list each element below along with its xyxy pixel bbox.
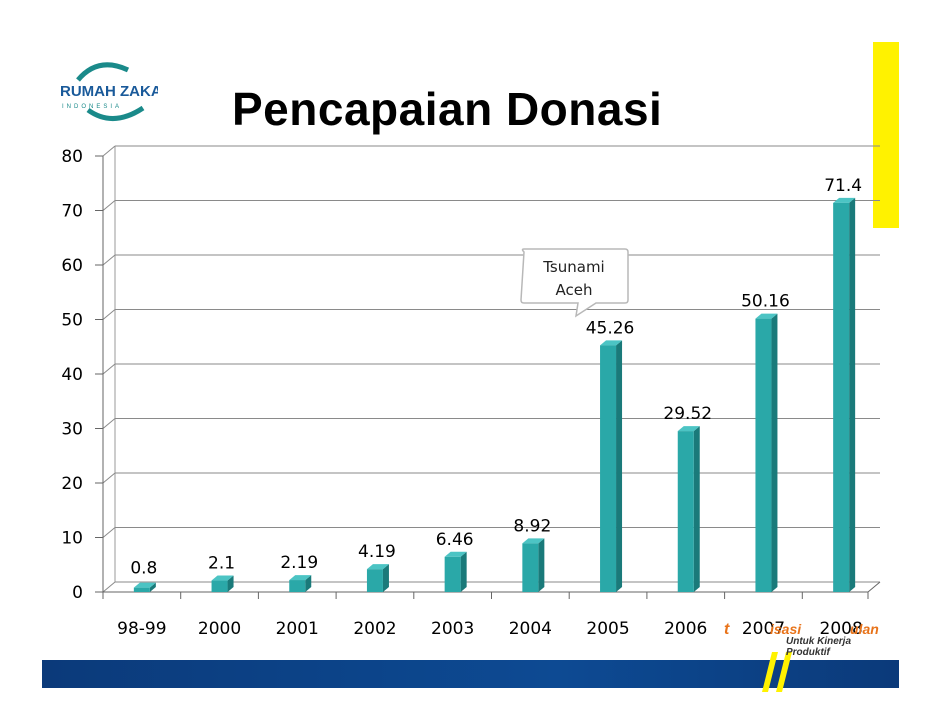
y-tick-label: 70 <box>61 202 83 222</box>
data-label: 4.19 <box>358 542 396 562</box>
bar-side <box>305 575 312 592</box>
gridline-diag <box>102 254 116 266</box>
bar-top <box>755 313 778 319</box>
y-tick-label: 0 <box>72 583 83 603</box>
bar-front <box>211 580 228 592</box>
bar-top <box>366 564 389 570</box>
y-tick-label: 10 <box>61 529 83 549</box>
footer-slogan: Untuk Kinerja Produktif <box>786 636 852 658</box>
bar-top <box>133 582 156 588</box>
footer-stripes <box>762 652 796 692</box>
gridline-diag <box>102 418 116 429</box>
footer-campaign-logo: t isasi ulan Untuk Kinerja Produktif <box>722 614 892 664</box>
x-tick-label: 2002 <box>353 619 396 639</box>
x-tick-label: 2003 <box>431 619 474 639</box>
bar-front <box>444 556 461 592</box>
bar-side <box>149 582 156 592</box>
callout-line-2: Aceh <box>556 281 593 299</box>
footer-logo-fragment-1: isasi <box>770 621 802 637</box>
x-tick-label: 2006 <box>664 619 707 639</box>
gridline-diag <box>102 363 116 375</box>
bar-top <box>833 197 856 203</box>
y-tick-label: 60 <box>61 256 83 276</box>
bar-top <box>522 538 545 544</box>
footer-band <box>42 660 899 688</box>
bar-98-99 <box>133 582 156 592</box>
bar-front <box>600 345 617 592</box>
footer-logo-left-fragment: t <box>724 621 730 638</box>
bar-side <box>460 551 467 592</box>
gridline-diag <box>102 145 116 157</box>
y-tick-label: 40 <box>61 365 83 385</box>
bar-top <box>600 340 623 346</box>
y-tick-label: 80 <box>61 147 83 167</box>
data-label: 29.52 <box>663 404 712 424</box>
callout-tsunami-aceh: Tsunami Aceh <box>520 248 629 318</box>
bar-side <box>693 426 700 592</box>
data-label: 2.1 <box>208 554 235 574</box>
data-label: 45.26 <box>586 318 635 338</box>
callout-line-1: Tsunami <box>542 258 604 276</box>
bar-top <box>211 575 234 581</box>
data-label: 50.16 <box>741 292 790 312</box>
footer-logo-fragment-2: ulan <box>850 621 879 637</box>
y-tick-label: 20 <box>61 474 83 494</box>
bar-top <box>289 575 312 581</box>
bar-front <box>833 202 850 592</box>
data-label: 2.19 <box>280 553 318 573</box>
gridline-diag <box>102 581 116 593</box>
bar-side <box>382 564 389 592</box>
bar-2004 <box>522 538 545 592</box>
bar-front <box>289 580 306 592</box>
x-tick-label: 2007 <box>742 619 785 639</box>
x-tick-label: 2005 <box>586 619 629 639</box>
bar-2007 <box>755 313 778 592</box>
bar-2002 <box>366 564 389 592</box>
rumah-zakat-logo: RUMAH ZAKAT INDONESIA <box>58 58 170 130</box>
bar-2008 <box>833 197 856 592</box>
bar-2000 <box>211 575 234 592</box>
x-tick-label: 98-99 <box>117 619 166 639</box>
bar-front <box>366 569 383 592</box>
bar-2001 <box>289 575 312 592</box>
gridline-diag <box>102 200 116 211</box>
bar-side <box>227 575 234 592</box>
data-label: 6.46 <box>436 530 474 550</box>
bar-front <box>677 431 694 592</box>
x-tick-label: 2001 <box>276 619 319 639</box>
x-tick-label: 2000 <box>198 619 241 639</box>
gridline-diag <box>102 527 116 538</box>
bar-side <box>771 313 778 592</box>
bar-top <box>677 426 700 432</box>
y-tick-label: 50 <box>61 311 83 331</box>
bar-front <box>755 318 772 592</box>
bar-2003 <box>444 551 467 592</box>
bar-side <box>616 340 623 592</box>
gridline-diag <box>102 309 116 320</box>
x-tick-label: 2008 <box>820 619 863 639</box>
bar-2006 <box>677 426 700 592</box>
bar-side <box>849 197 856 592</box>
svg-text:RUMAH ZAKAT: RUMAH ZAKAT <box>60 83 158 100</box>
x-tick-label: 2004 <box>509 619 552 639</box>
bar-front <box>133 587 150 592</box>
brand-yellow-bar <box>873 42 899 228</box>
bar-side <box>538 538 545 592</box>
data-label: 0.8 <box>130 559 157 579</box>
svg-text:INDONESIA: INDONESIA <box>62 104 122 110</box>
gridline-diag <box>102 472 116 484</box>
data-label: 71.4 <box>824 176 862 196</box>
bar-front <box>522 543 539 592</box>
bar-2005 <box>600 340 623 592</box>
data-label: 8.92 <box>513 516 551 536</box>
page-title: Pencapaian Donasi <box>232 83 663 135</box>
bar-top <box>444 551 467 557</box>
y-tick-label: 30 <box>61 420 83 440</box>
